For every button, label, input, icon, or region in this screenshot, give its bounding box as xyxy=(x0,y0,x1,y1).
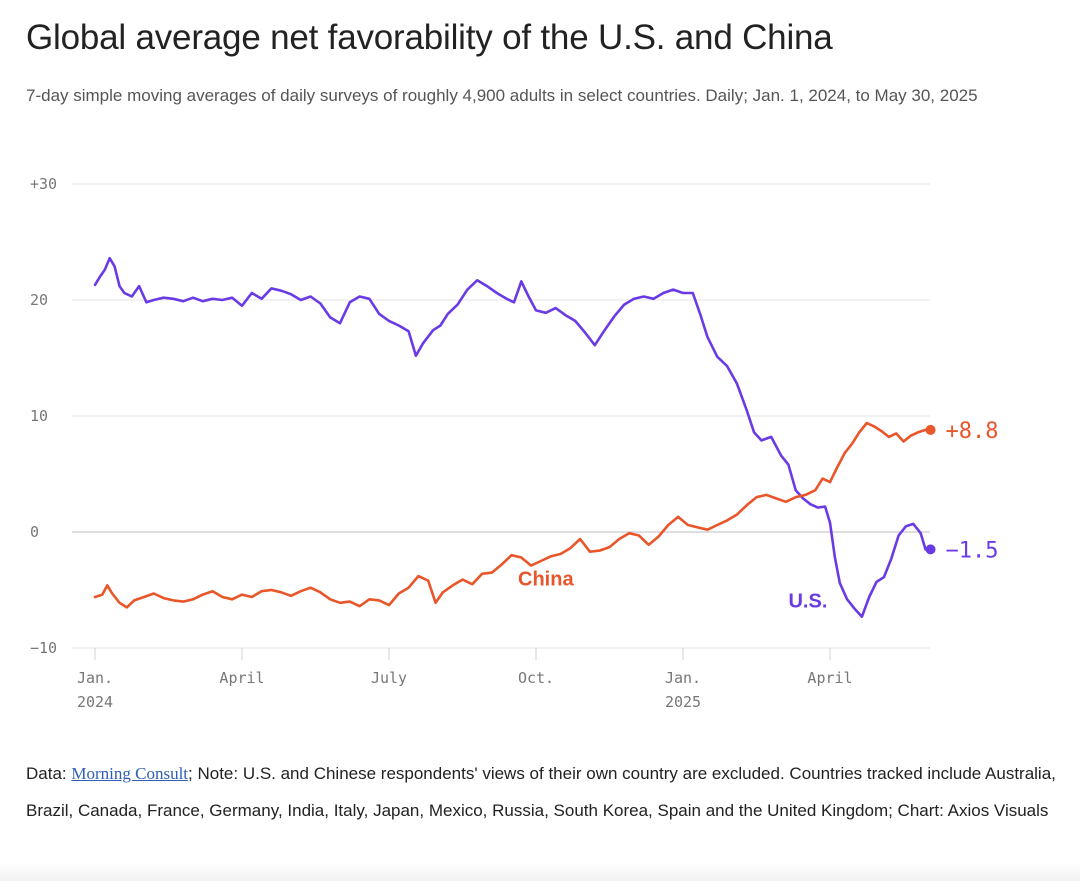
china-series-label: China xyxy=(518,568,574,590)
y-axis-ticks: +30 20 10 0 −10 xyxy=(30,175,57,657)
chart-footer: Data: Morning Consult; Note: U.S. and Ch… xyxy=(26,755,1056,829)
y-tick-label: 0 xyxy=(30,523,39,541)
footer-prefix: Data: xyxy=(26,764,72,783)
us-end-value-label: −1.5 xyxy=(946,538,999,563)
china-series-line xyxy=(93,421,927,609)
footer-fade xyxy=(0,863,1080,881)
footer-note: ; Note: U.S. and Chinese respondents' vi… xyxy=(26,764,1056,820)
us-series-line xyxy=(93,256,927,618)
y-tick-label: 10 xyxy=(30,407,48,425)
us-series-label: U.S. xyxy=(788,590,827,612)
x-tick-label: Jan. xyxy=(665,669,701,687)
x-tick-label: July xyxy=(371,669,407,687)
us-end-dot xyxy=(925,544,936,555)
line-chart: +30 20 10 0 −10 Jan. 2024 April July Oct. Jan. 202… xyxy=(30,175,999,711)
x-tick-label: Jan. xyxy=(77,669,113,687)
x-tick-year: 2025 xyxy=(665,693,701,711)
china-end-value-label: +8.8 xyxy=(946,419,999,444)
source-link[interactable]: Morning Consult xyxy=(71,764,189,783)
series-labels: −1.5 +8.8 China U.S. xyxy=(518,419,999,612)
y-tick-label: −10 xyxy=(30,639,57,657)
y-tick-label: 20 xyxy=(30,291,48,309)
china-end-dot xyxy=(925,424,936,435)
x-axis-ticks: Jan. 2024 April July Oct. Jan. 2025 April xyxy=(77,648,853,711)
x-tick-label: April xyxy=(807,669,852,687)
chart-subtitle: 7-day simple moving averages of daily su… xyxy=(26,86,978,105)
series-lines xyxy=(93,256,936,618)
y-tick-label: +30 xyxy=(30,175,57,193)
gridlines xyxy=(72,183,930,649)
chart-title: Global average net favorability of the U… xyxy=(26,18,833,57)
x-tick-label: Oct. xyxy=(518,669,554,687)
x-tick-year: 2024 xyxy=(77,693,113,711)
x-tick-label: April xyxy=(219,669,264,687)
